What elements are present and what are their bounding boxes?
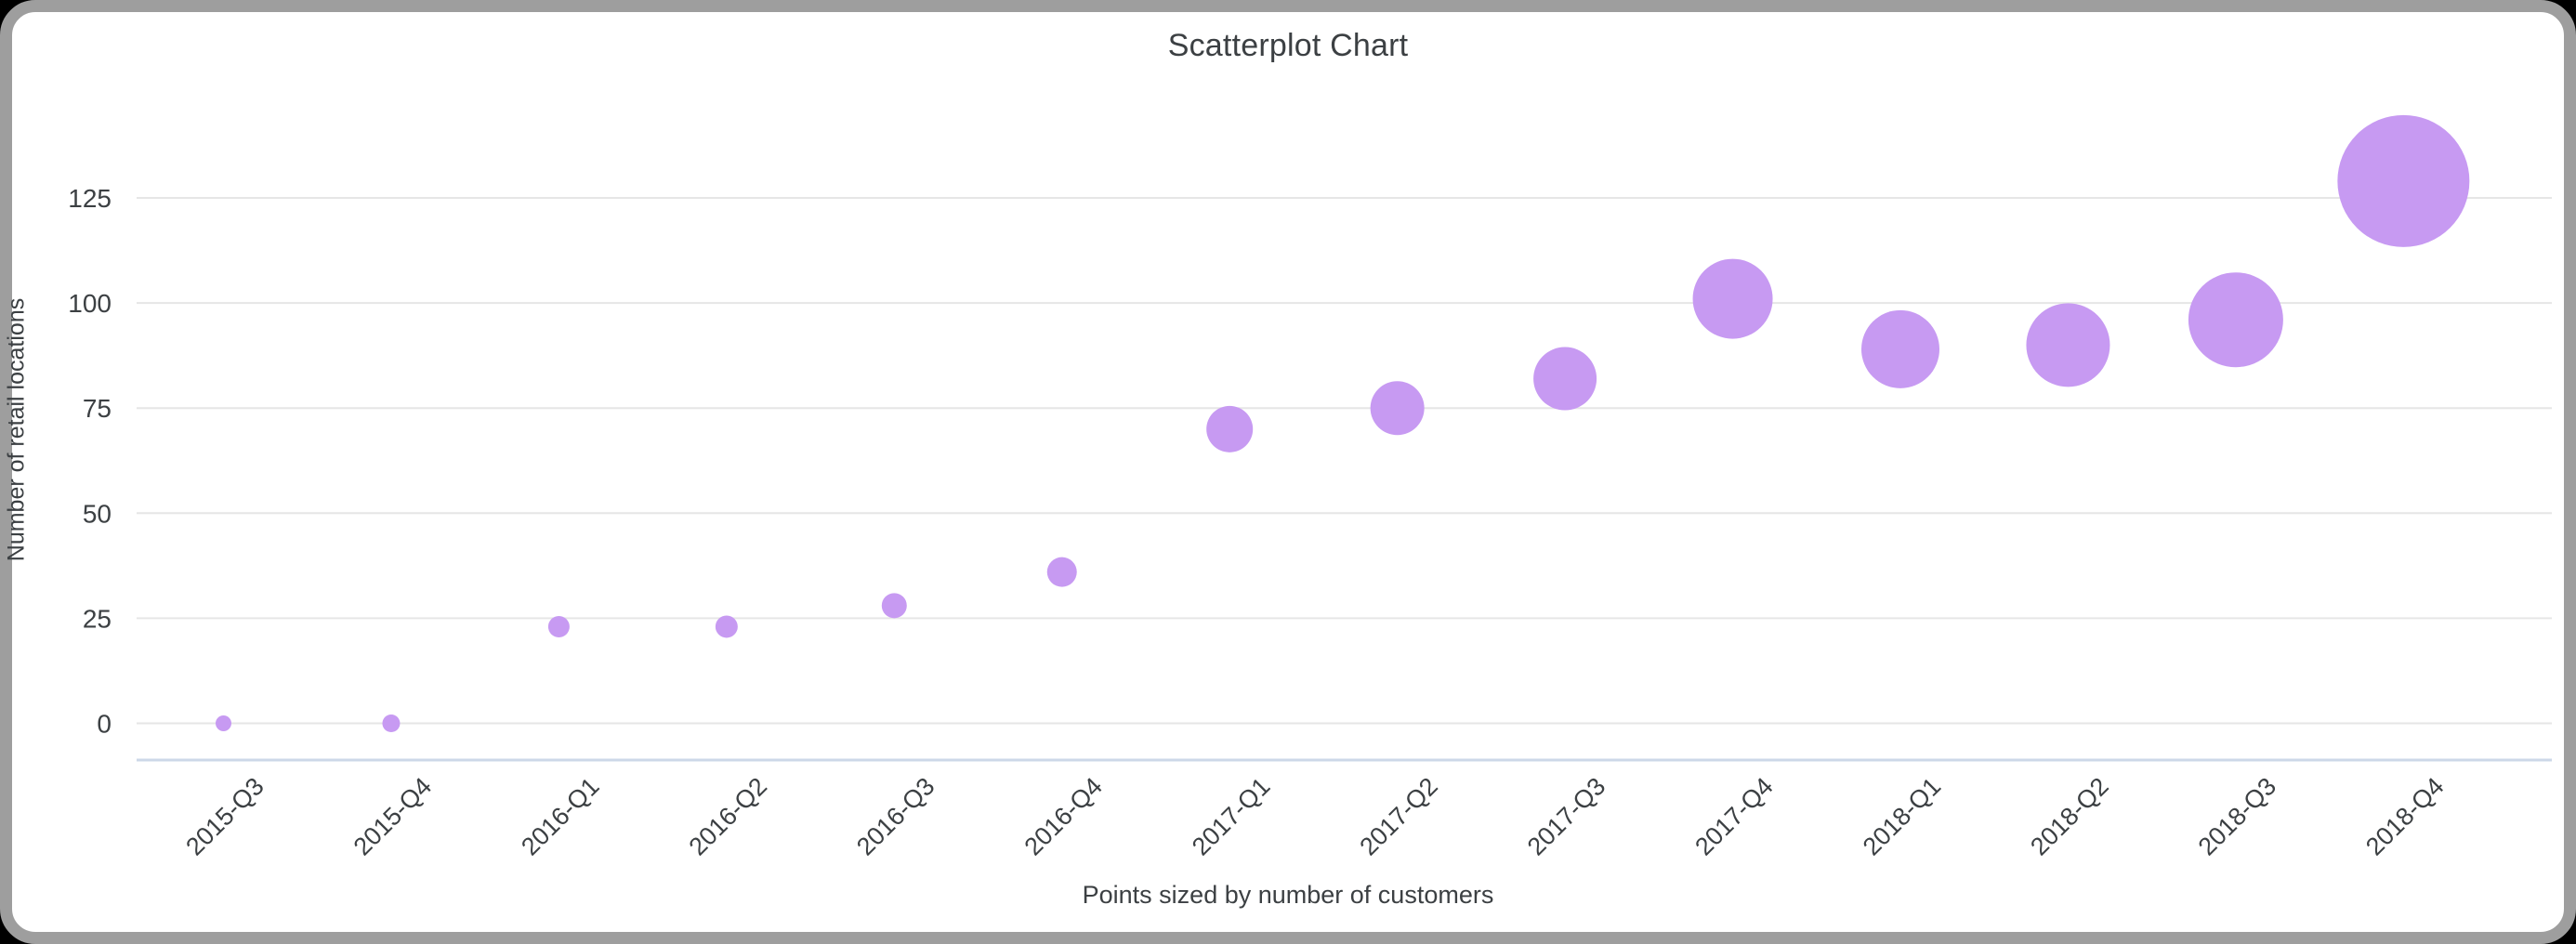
x-tick-label: 2017-Q4 <box>1689 772 1779 861</box>
data-point[interactable] <box>1861 309 1939 388</box>
data-point[interactable] <box>1206 405 1254 452</box>
data-point[interactable] <box>216 715 231 731</box>
x-tick-label: 2018-Q1 <box>1858 772 1947 861</box>
data-point[interactable] <box>1692 258 1773 339</box>
y-tick-label: 75 <box>83 394 112 423</box>
data-point[interactable] <box>382 715 401 732</box>
y-tick-label: 125 <box>68 184 112 213</box>
data-point[interactable] <box>1046 557 1077 587</box>
x-tick-label: 2017-Q2 <box>1354 772 1443 861</box>
y-tick-label: 50 <box>83 499 112 528</box>
x-tick-label: 2016-Q1 <box>516 772 605 861</box>
chart-title: Scatterplot Chart <box>1167 28 1409 63</box>
data-point[interactable] <box>2026 303 2110 387</box>
y-tick-label: 25 <box>83 604 112 633</box>
x-tick-label: 2018-Q4 <box>2360 772 2450 861</box>
data-point[interactable] <box>715 615 738 638</box>
data-point[interactable] <box>1533 347 1597 411</box>
x-axis-caption: Points sized by number of customers <box>1082 881 1494 909</box>
x-tick-label: 2017-Q1 <box>1187 772 1276 861</box>
y-axis-title: Number of retail locations <box>3 297 30 562</box>
x-tick-label: 2015-Q4 <box>348 772 438 861</box>
data-point[interactable] <box>881 593 907 619</box>
x-tick-label: 2018-Q2 <box>2025 772 2114 861</box>
y-tick-label: 100 <box>68 289 112 318</box>
data-point[interactable] <box>1370 381 1425 436</box>
y-tick-label: 0 <box>97 710 112 739</box>
x-tick-label: 2015-Q3 <box>180 772 269 861</box>
x-tick-label: 2016-Q4 <box>1019 772 1108 861</box>
data-point[interactable] <box>2188 272 2283 368</box>
data-point[interactable] <box>2337 114 2470 247</box>
data-point[interactable] <box>547 615 570 637</box>
x-tick-label: 2016-Q2 <box>684 772 773 861</box>
x-tick-label: 2018-Q3 <box>2193 772 2282 861</box>
x-tick-label: 2016-Q3 <box>851 772 940 861</box>
x-tick-label: 2017-Q3 <box>1522 772 1611 861</box>
